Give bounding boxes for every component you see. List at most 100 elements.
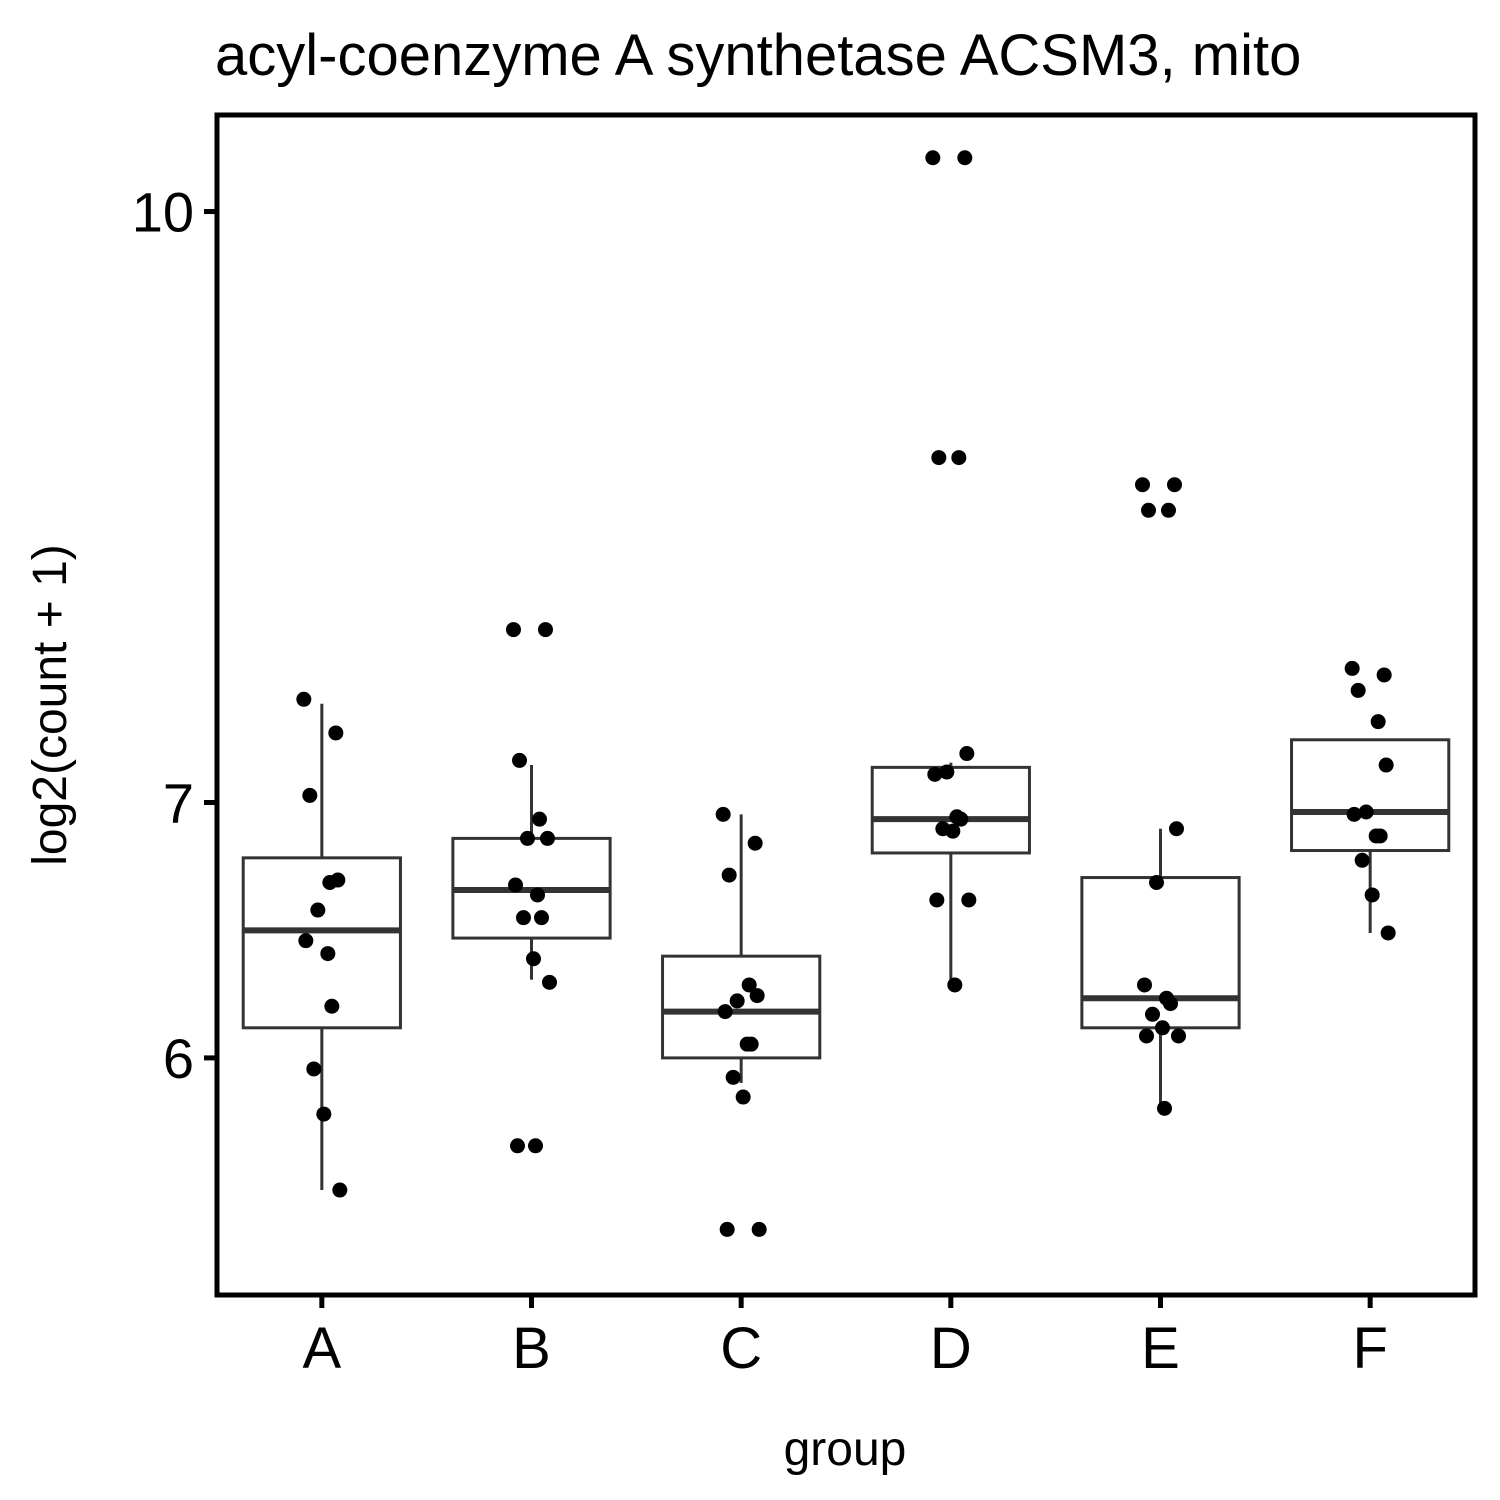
data-point <box>953 811 969 827</box>
data-point <box>512 752 527 768</box>
data-point <box>1155 1020 1170 1036</box>
y-tick-label: 7 <box>163 771 194 834</box>
y-tick-label: 6 <box>163 1027 194 1090</box>
axes: 10 7 6 A B C D E F <box>132 181 1388 1381</box>
data-point <box>1163 996 1178 1012</box>
data-point <box>947 977 963 993</box>
data-point <box>1135 477 1150 493</box>
data-point <box>530 887 545 903</box>
x-axis-label: group <box>784 1423 907 1476</box>
data-point <box>945 823 961 839</box>
x-tick-label: A <box>302 1316 341 1381</box>
data-point <box>957 150 973 166</box>
data-point <box>719 1221 735 1237</box>
data-point <box>540 830 555 846</box>
data-point <box>1346 806 1362 822</box>
points-c <box>715 806 767 1237</box>
data-point <box>1149 875 1164 891</box>
data-point <box>1370 714 1386 730</box>
data-point <box>1137 977 1152 993</box>
data-point <box>741 977 757 993</box>
x-tick-label: B <box>512 1316 551 1381</box>
data-point <box>316 1106 332 1122</box>
y-tick-label: 10 <box>132 181 194 244</box>
data-point <box>1157 1100 1172 1116</box>
data-point <box>931 450 947 466</box>
data-point <box>951 450 967 466</box>
data-point <box>1161 502 1176 518</box>
points-a <box>296 691 348 1198</box>
data-point <box>538 622 553 638</box>
data-point <box>725 1069 741 1085</box>
data-point <box>520 830 535 846</box>
chart-title: acyl-coenzyme A synthetase ACSM3, mito <box>215 23 1301 88</box>
data-point <box>717 1004 733 1020</box>
box-b <box>451 765 612 980</box>
data-point <box>508 877 523 893</box>
data-point <box>328 725 344 741</box>
data-point <box>296 691 312 707</box>
data-point <box>324 998 340 1014</box>
data-point <box>1171 1028 1186 1044</box>
data-point <box>306 1061 322 1077</box>
data-point <box>729 993 745 1009</box>
data-point <box>749 988 765 1004</box>
x-tick-label: E <box>1141 1316 1180 1381</box>
data-point <box>310 902 326 918</box>
box-body <box>870 765 1031 855</box>
data-point <box>929 892 945 908</box>
data-point <box>1378 757 1394 773</box>
data-point <box>1364 887 1380 903</box>
data-point <box>735 1089 751 1105</box>
data-point <box>1141 502 1156 518</box>
box-body <box>1080 876 1241 1030</box>
data-point <box>927 766 943 782</box>
data-point <box>1167 477 1182 493</box>
data-point <box>715 806 731 822</box>
data-point <box>1145 1006 1160 1022</box>
x-tick-label: F <box>1352 1316 1387 1381</box>
data-point <box>939 764 955 780</box>
data-point <box>506 622 521 638</box>
points-b <box>506 622 557 1154</box>
data-point <box>1372 828 1388 844</box>
plot-frame <box>214 112 1478 1298</box>
data-point <box>320 946 336 962</box>
box-body <box>241 856 402 1030</box>
data-point <box>542 974 557 990</box>
data-point <box>1380 925 1396 941</box>
data-point <box>961 892 977 908</box>
data-point <box>298 933 314 949</box>
data-point <box>516 910 531 926</box>
plot-area <box>241 150 1451 1237</box>
data-point <box>534 910 549 926</box>
data-point <box>1354 852 1370 868</box>
data-point <box>925 150 941 166</box>
data-point <box>332 1182 348 1198</box>
data-point <box>1169 821 1184 837</box>
data-point <box>1358 804 1374 820</box>
data-point <box>330 872 346 888</box>
data-point <box>510 1138 525 1154</box>
x-tick-label: C <box>720 1316 762 1381</box>
data-point <box>302 787 318 803</box>
data-point <box>721 867 737 883</box>
data-point <box>1350 682 1366 698</box>
data-point <box>743 1036 759 1052</box>
data-point <box>526 951 541 967</box>
data-point <box>1344 660 1360 676</box>
points-f <box>1344 660 1396 941</box>
y-axis-label: log2(count + 1) <box>24 544 77 866</box>
points-d <box>925 150 977 993</box>
data-point <box>747 835 763 851</box>
data-point <box>1376 667 1392 683</box>
data-point <box>532 811 547 827</box>
box-d <box>870 762 1031 985</box>
data-point <box>959 746 975 762</box>
data-point <box>1139 1028 1154 1044</box>
box-e <box>1080 828 1241 1109</box>
data-point <box>528 1138 543 1154</box>
data-point <box>751 1221 767 1237</box>
box-a <box>241 703 402 1191</box>
